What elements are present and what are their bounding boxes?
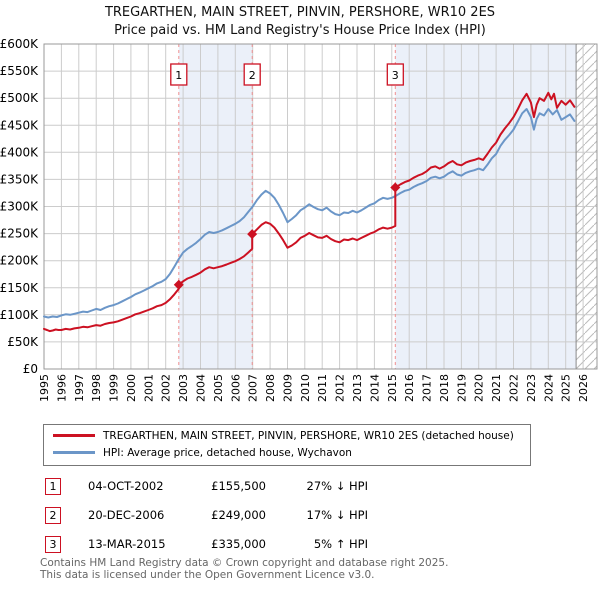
svg-text:1: 1 (175, 69, 182, 82)
y-axis-label: £150K (0, 281, 39, 295)
x-axis-label: 2017 (421, 374, 434, 402)
x-axis-label: 1997 (73, 374, 86, 402)
x-axis-label: 1996 (55, 374, 68, 402)
legend-item-price-paid: TREGARTHEN, MAIN STREET, PINVIN, PERSHOR… (44, 427, 530, 444)
sale-3-price: £335,000 (211, 537, 266, 551)
y-axis-label: £500K (0, 91, 39, 105)
price-paid-line-swatch (53, 434, 95, 437)
x-axis-label: 2004 (195, 374, 208, 402)
licence-line: This data is licensed under the Open Gov… (40, 569, 375, 581)
sale-point-marker (247, 229, 258, 240)
x-axis-label: 2005 (212, 374, 225, 402)
legend-label: TREGARTHEN, MAIN STREET, PINVIN, PERSHOR… (103, 429, 514, 442)
sale-2-hpi-delta: 17% ↓ HPI (306, 508, 368, 522)
x-axis-label: 2010 (299, 374, 312, 402)
x-axis-label: 2013 (351, 374, 364, 402)
x-axis-label: 2008 (264, 374, 277, 402)
sale-point-marker (390, 182, 401, 193)
y-axis-label: £600K (0, 37, 39, 51)
x-axis-label: 2001 (142, 374, 155, 402)
x-axis-label: 2023 (525, 374, 538, 402)
x-axis-label: 2016 (403, 374, 416, 402)
y-axis-label: £300K (0, 200, 39, 214)
y-axis-label: £400K (0, 145, 39, 159)
x-axis-label: 2022 (508, 374, 521, 402)
y-axis-label: £350K (0, 172, 39, 186)
x-axis-label: 2020 (473, 374, 486, 402)
x-axis-label: 2026 (577, 374, 590, 402)
sale-3-badge: 3 (45, 536, 61, 553)
x-axis-label: 2000 (125, 374, 138, 402)
copyright-line: Contains HM Land Registry data © Crown c… (40, 557, 449, 569)
sale-number-badge (386, 63, 404, 86)
sale-1-hpi-delta: 27% ↓ HPI (306, 479, 368, 493)
x-axis-label: 1999 (108, 374, 121, 402)
sale-1-badge: 1 (45, 478, 61, 495)
y-axis-label: £50K (7, 335, 39, 349)
chart-subtitle: Price paid vs. HM Land Registry's House … (114, 23, 486, 38)
x-axis-label: 2003 (177, 374, 190, 402)
x-axis-label: 2019 (455, 374, 468, 402)
chart-title: TREGARTHEN, MAIN STREET, PINVIN, PERSHOR… (104, 5, 496, 20)
sale-1-date: 04-OCT-2002 (88, 479, 164, 493)
x-axis-label: 2002 (160, 374, 173, 402)
x-axis-label: 2015 (386, 374, 399, 402)
x-axis-label: 2006 (229, 374, 242, 402)
legend-item-hpi: HPI: Average price, detached house, Wych… (44, 444, 530, 461)
y-axis-label: £450K (0, 118, 39, 132)
hpi-line (43, 108, 576, 319)
sale-2-date: 20-DEC-2006 (88, 508, 165, 522)
x-axis-label: 2012 (334, 374, 347, 402)
x-axis-label: 2018 (438, 374, 451, 402)
y-axis-label: £100K (0, 308, 39, 322)
price-history-chart: 1 2 3 £0 £50K £100K £150K £200K £250K £300K £350K £… (0, 37, 598, 402)
sale-row-3: 3 13-MAR-2015 £335,000 5% ↑ HPI (0, 536, 600, 554)
y-axis-label: £200K (0, 254, 39, 268)
x-axis-label: 2025 (560, 374, 573, 402)
sale-2-price: £249,000 (211, 508, 266, 522)
x-axis-label: 2021 (490, 374, 503, 402)
y-axis-label: £250K (0, 227, 39, 241)
svg-text:3: 3 (392, 69, 399, 82)
x-axis-label: 2024 (542, 374, 555, 402)
y-axis-label: £0 (23, 362, 38, 376)
x-axis-label: 2011 (316, 374, 329, 402)
sale-row-2: 2 20-DEC-2006 £249,000 17% ↓ HPI (0, 507, 600, 525)
x-axis-label: 1995 (38, 374, 51, 402)
sale-number-badge (170, 63, 188, 86)
x-axis-label: 1998 (90, 374, 103, 402)
hpi-line-swatch (53, 451, 95, 454)
sale-row-1: 1 04-OCT-2002 £155,500 27% ↓ HPI (0, 478, 600, 496)
x-axis-label: 2014 (368, 374, 381, 402)
legend: TREGARTHEN, MAIN STREET, PINVIN, PERSHOR… (43, 424, 531, 466)
sale-3-date: 13-MAR-2015 (88, 537, 166, 551)
sale-point-marker (173, 279, 184, 290)
price-paid-line (43, 91, 576, 333)
y-axis-label: £550K (0, 64, 39, 78)
sale-number-badge (243, 63, 261, 86)
svg-text:2: 2 (249, 69, 256, 82)
x-axis-label: 2007 (247, 374, 260, 402)
sale-1-price: £155,500 (211, 479, 266, 493)
x-axis-label: 2009 (282, 374, 295, 402)
sale-3-hpi-delta: 5% ↑ HPI (313, 537, 368, 551)
sale-2-badge: 2 (45, 507, 61, 524)
legend-label: HPI: Average price, detached house, Wych… (103, 446, 352, 459)
